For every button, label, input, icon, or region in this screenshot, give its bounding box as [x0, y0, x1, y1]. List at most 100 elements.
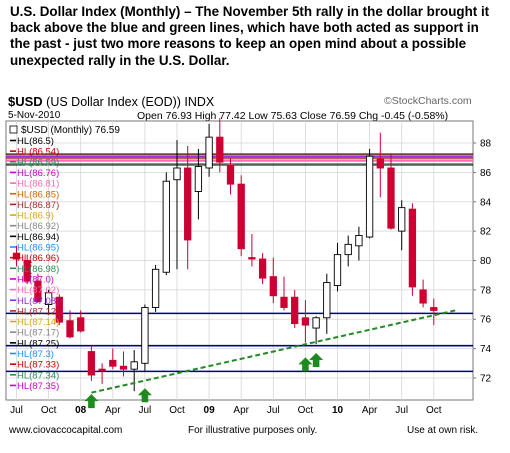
x-tick-label: Oct: [169, 405, 185, 416]
y-tick-label: 80: [480, 256, 492, 267]
y-tick-label: 76: [480, 315, 492, 326]
horizontal-lines: [6, 153, 473, 373]
candles: [12, 118, 438, 392]
price-chart: $USD (Monthly) 76.59 HL(86.5)HL(86.54)HL…: [5, 118, 492, 416]
legend-item: HL(87.02): [17, 285, 59, 296]
series-label: $USD (Monthly) 76.59: [21, 125, 120, 136]
y-tick-label: 74: [480, 344, 492, 355]
candle-body: [130, 361, 138, 370]
symbol-header: $USD (US Dollar Index (EOD)) INDX: [8, 94, 214, 109]
legend-item: HL(87.17): [17, 328, 59, 339]
y-tick-label: 78: [480, 285, 492, 296]
x-tick-label: Jul: [395, 405, 408, 416]
legend-item: HL(86.92): [17, 221, 59, 232]
y-tick-label: 86: [480, 168, 492, 179]
candle-body: [226, 164, 235, 185]
symbol-ticker: $USD: [8, 94, 43, 109]
footer-website: www.ciovaccocapital.com: [9, 425, 123, 436]
candle-body: [12, 252, 21, 260]
candle-body: [87, 351, 96, 376]
footer-note: For illustrative purposes only.: [188, 425, 318, 436]
legend-item: HL(86.81): [17, 179, 59, 190]
legend-item: HL(87.14): [17, 317, 59, 328]
candle-body: [365, 155, 374, 238]
candle-body: [23, 260, 31, 282]
trendline-group: [91, 309, 456, 394]
candle-body: [248, 257, 256, 260]
legend-item: HL(86.76): [17, 168, 59, 179]
x-tick-label: 10: [332, 405, 344, 416]
legend-item: HL(86.95): [17, 243, 59, 254]
candle-body: [408, 208, 417, 288]
candle-body: [237, 183, 245, 250]
legend-item: HL(87.33): [17, 360, 59, 371]
candle-body: [387, 167, 395, 229]
candle-body: [269, 276, 277, 297]
candle-body: [119, 365, 128, 370]
candle-body: [398, 207, 406, 232]
legend-item: HL(87.34): [17, 370, 59, 381]
candle-body: [44, 292, 53, 306]
candle-body: [430, 307, 438, 311]
x-tick-label: Apr: [233, 405, 249, 416]
candle-body: [98, 368, 106, 372]
candle-body: [34, 280, 42, 303]
x-tick-label: Oct: [41, 405, 57, 416]
candle-body: [280, 296, 288, 308]
candle-body: [216, 136, 224, 163]
candle-body: [184, 167, 192, 241]
candle-body: [355, 235, 363, 247]
legend-item: HL(87.0): [17, 274, 54, 285]
candle-body: [151, 268, 160, 308]
candle-body: [141, 307, 149, 364]
legend-item: HL(86.87): [17, 200, 59, 211]
x-tick-label: Jul: [10, 405, 23, 416]
legend: $USD (Monthly) 76.59 HL(86.5)HL(86.54)HL…: [9, 125, 120, 392]
candle-body: [55, 296, 63, 323]
candle-body: [333, 254, 342, 286]
legend-item: HL(86.98): [17, 264, 59, 275]
legend-item: HL(87.25): [17, 338, 59, 349]
x-tick-label: Apr: [362, 405, 378, 416]
legend-item: HL(86.9): [17, 211, 54, 222]
x-tick-label: 09: [204, 405, 216, 416]
candle-body: [162, 180, 170, 273]
grid: [6, 121, 473, 400]
candle-body: [66, 320, 74, 338]
candle-body: [205, 136, 213, 169]
legend-item: HL(86.5): [17, 136, 54, 147]
candle-body: [344, 243, 352, 256]
legend-item: HL(87.3): [17, 349, 54, 360]
candle-body: [301, 317, 310, 326]
legend-icon: [9, 125, 18, 134]
x-tick-label: Jul: [267, 405, 280, 416]
ohlc-readout: Open 76.93 High 77.42 Low 75.63 Close 76…: [137, 110, 449, 122]
candle-body: [109, 359, 117, 367]
y-tick-label: 84: [480, 197, 492, 208]
y-axis: 72 74 76 78 80 82 84 86 88: [473, 139, 492, 384]
candle-body: [291, 296, 299, 325]
legend-item: HL(86.94): [17, 232, 59, 243]
up-arrow-icon: [309, 353, 324, 368]
candle-body: [376, 158, 384, 169]
candle-body: [258, 258, 267, 279]
y-tick-label: 72: [480, 373, 492, 384]
legend-item: HL(86.59): [17, 157, 59, 168]
chart-caption: U.S. Dollar Index (Monthly) – The Novemb…: [10, 4, 490, 68]
up-arrow-icon: [84, 394, 99, 409]
x-tick-label: 08: [75, 405, 87, 416]
up-arrow-icon: [298, 357, 313, 372]
legend-item: HL(86.54): [17, 147, 59, 158]
chart-date: 5-Nov-2010: [8, 110, 61, 121]
symbol-name: (US Dollar Index (EOD)) INDX: [46, 95, 215, 109]
candle-body: [323, 282, 331, 319]
x-tick-label: Oct: [426, 405, 442, 416]
up-arrow-icon: [137, 388, 152, 403]
arrows: [84, 353, 324, 409]
x-tick-label: Jul: [139, 405, 152, 416]
candle-body: [419, 289, 427, 304]
candle-body: [194, 166, 203, 192]
footer-risk: Use at own risk.: [407, 425, 479, 436]
x-tick-label: Apr: [105, 405, 121, 416]
x-axis: Jul Oct 08 Apr Jul Oct 09 Apr Jul Oct 10 Apr Jul Oct: [10, 405, 442, 416]
